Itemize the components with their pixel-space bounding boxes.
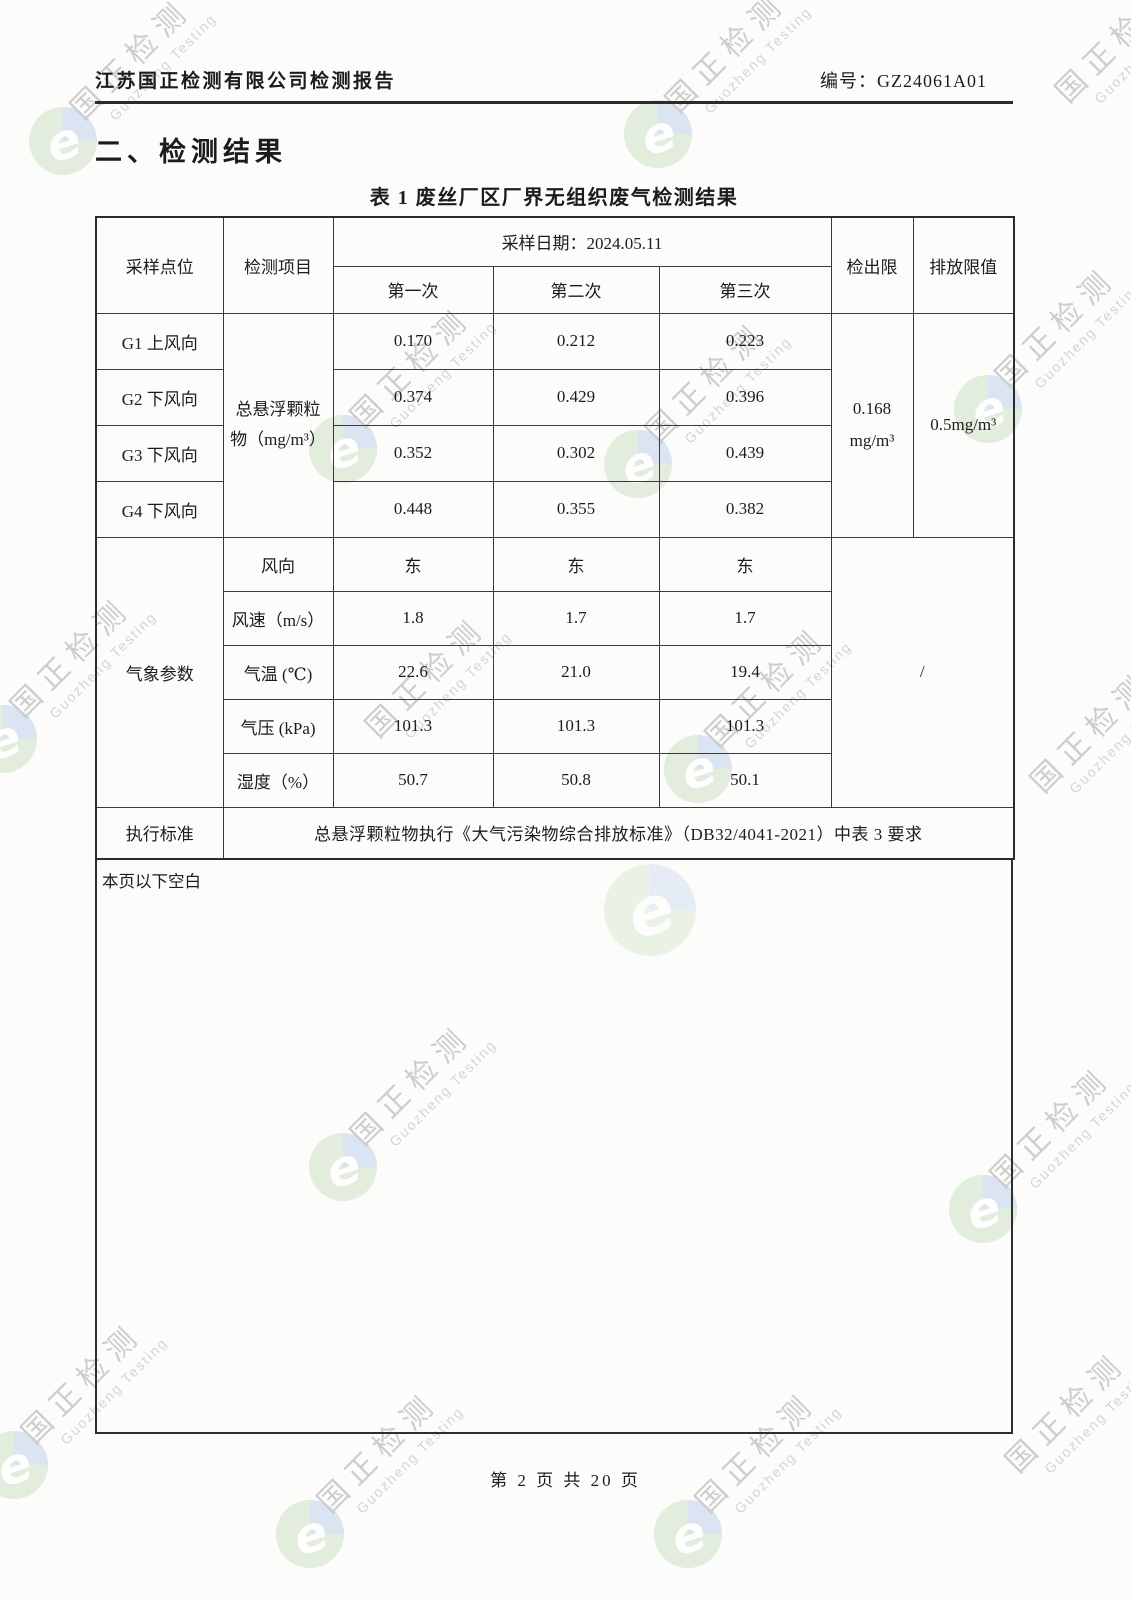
value-cell: 22.6 bbox=[332, 644, 494, 700]
detection-limit-value: 0.168 mg/m³ bbox=[830, 312, 914, 538]
sampling-point-label: G1 上风向 bbox=[95, 312, 224, 370]
standard-label: 执行标准 bbox=[95, 806, 224, 860]
report-number: 编号：GZ24061A01 bbox=[820, 71, 987, 91]
value-cell: 21.0 bbox=[492, 644, 660, 700]
value-cell: 0.429 bbox=[492, 368, 660, 426]
value-cell: 101.3 bbox=[492, 698, 660, 754]
value-cell: 东 bbox=[658, 536, 832, 592]
test-item-label: 总悬浮颗粒物（mg/m³） bbox=[222, 312, 334, 538]
value-cell: 0.439 bbox=[658, 424, 832, 482]
value-cell: 1.7 bbox=[658, 590, 832, 646]
value-cell: 0.223 bbox=[658, 312, 832, 370]
value-cell: 0.302 bbox=[492, 424, 660, 482]
table-title: 表 1 废丝厂区厂界无组织废气检测结果 bbox=[369, 187, 739, 209]
section-title: 二、检测结果 bbox=[95, 137, 287, 167]
table-row-g2: G2 下风向 0.374 0.429 0.396 bbox=[95, 368, 1014, 426]
value-cell: 0.170 bbox=[332, 312, 494, 370]
table-row-g1: G1 上风向 总悬浮颗粒物（mg/m³） 0.170 0.212 0.223 0… bbox=[95, 312, 1015, 538]
sampling-point-label: G3 下风向 bbox=[95, 424, 224, 482]
table-row-standard: 执行标准 总悬浮颗粒物执行《大气污染物综合排放标准》（DB32/4041-202… bbox=[95, 806, 1015, 860]
standard-text: 总悬浮颗粒物执行《大气污染物综合排放标准》（DB32/4041-2021）中表 … bbox=[222, 806, 1015, 860]
value-cell: 东 bbox=[492, 536, 660, 592]
value-cell: 0.212 bbox=[492, 312, 660, 370]
table-header-row-1: 采样点位 检测项目 采样日期：2024.05.11 检出限 排放限值 bbox=[95, 216, 1015, 314]
header-test-item: 检测项目 bbox=[222, 216, 334, 314]
results-table-wrap: 采样点位 检测项目 采样日期：2024.05.11 检出限 排放限值 第一次 第… bbox=[95, 216, 1015, 1434]
emission-limit-value: 0.5mg/m³ bbox=[912, 312, 1015, 538]
table-header-row-2: 第一次 第二次 第三次 bbox=[96, 265, 1014, 314]
param-label: 风向 bbox=[222, 536, 334, 592]
value-cell: 0.355 bbox=[492, 480, 660, 538]
header-run-1: 第一次 bbox=[332, 265, 494, 314]
table-row-g3: G3 下风向 0.352 0.302 0.439 bbox=[95, 424, 1014, 482]
table-row-wind-speed: 风速（m/s） 1.8 1.7 1.7 bbox=[96, 590, 1014, 646]
value-cell: 0.382 bbox=[658, 480, 832, 538]
met-params-label: 气象参数 bbox=[95, 536, 224, 808]
value-cell: 101.3 bbox=[332, 698, 494, 754]
header-rule bbox=[95, 101, 1013, 104]
value-cell: 50.8 bbox=[492, 752, 660, 808]
header-sampling-date: 采样日期：2024.05.11 bbox=[332, 216, 832, 267]
table-row-wind-direction: 气象参数 风向 东 东 东 / bbox=[95, 536, 1015, 808]
value-cell: 19.4 bbox=[658, 644, 832, 700]
header-detection-limit: 检出限 bbox=[830, 216, 914, 314]
value-cell: 0.448 bbox=[332, 480, 494, 538]
header-emission-limit: 排放限值 bbox=[912, 216, 1015, 314]
value-cell: 1.8 bbox=[332, 590, 494, 646]
param-label: 湿度（%） bbox=[222, 752, 334, 808]
header-sampling-point: 采样点位 bbox=[95, 216, 224, 314]
page-number: 第 2 页 共 20 页 bbox=[490, 1471, 641, 1490]
value-cell: 0.352 bbox=[332, 424, 494, 482]
header-run-2: 第二次 bbox=[492, 265, 660, 314]
sampling-point-label: G2 下风向 bbox=[95, 368, 224, 426]
value-cell: 0.374 bbox=[332, 368, 494, 426]
value-cell: 1.7 bbox=[492, 590, 660, 646]
value-cell: 50.7 bbox=[332, 752, 494, 808]
table-row-g4: G4 下风向 0.448 0.355 0.382 bbox=[95, 480, 1014, 538]
met-placeholder: / bbox=[830, 536, 1015, 808]
value-cell: 0.396 bbox=[658, 368, 832, 426]
value-cell: 东 bbox=[332, 536, 494, 592]
param-label: 风速（m/s） bbox=[222, 590, 334, 646]
value-cell: 101.3 bbox=[658, 698, 832, 754]
page-header: 江苏国正检测有限公司检测报告 编号：GZ24061A01 bbox=[95, 66, 1013, 93]
param-label: 气压 (kPa) bbox=[222, 698, 334, 754]
header-run-3: 第三次 bbox=[658, 265, 832, 314]
company-title: 江苏国正检测有限公司检测报告 bbox=[95, 71, 397, 92]
value-cell: 50.1 bbox=[658, 752, 832, 808]
blank-note: 本页以下空白 bbox=[102, 872, 201, 891]
param-label: 气温 (℃) bbox=[222, 644, 334, 700]
blank-area-box: 本页以下空白 bbox=[95, 860, 1013, 1434]
results-table: 采样点位 检测项目 采样日期：2024.05.11 检出限 排放限值 第一次 第… bbox=[95, 216, 1015, 860]
sampling-point-label: G4 下风向 bbox=[95, 480, 224, 538]
